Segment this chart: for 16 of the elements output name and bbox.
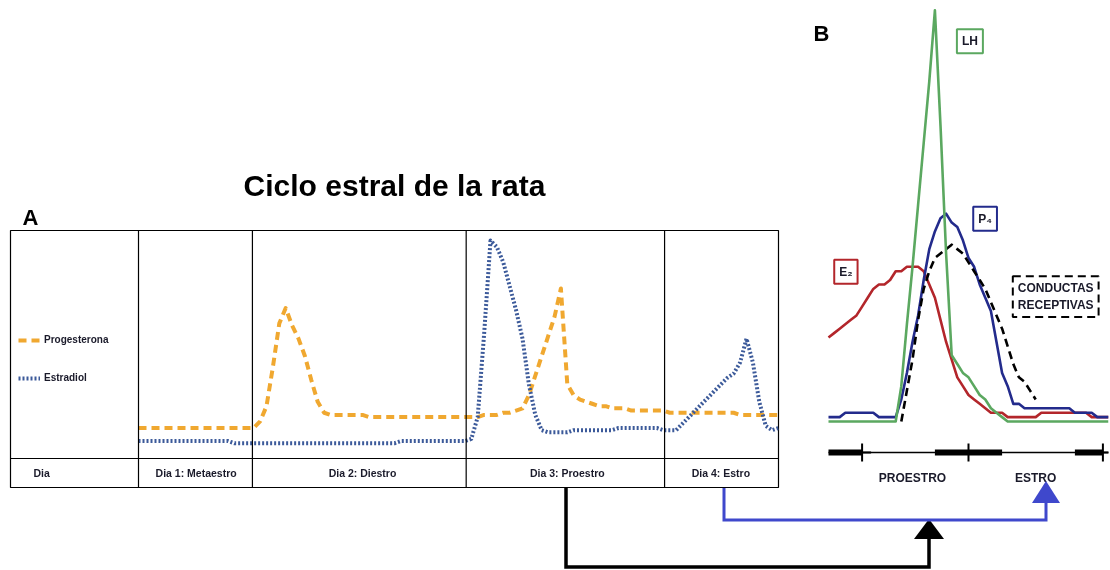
annotation: B	[813, 21, 830, 46]
x-tick-label: Dia 4: Estro	[691, 467, 751, 479]
text: A	[22, 204, 39, 230]
text: LH	[961, 34, 978, 49]
x-axis-title: Dia	[33, 467, 50, 479]
legend-label: Progesterona	[44, 334, 109, 345]
series-label: P₄	[978, 211, 993, 226]
x-tick-label: PROESTRO	[878, 470, 947, 485]
legend-label: Estradiol	[44, 372, 87, 383]
x-tick-label: ESTRO	[1015, 470, 1057, 485]
chart-title: Ciclo estral de la rata	[243, 168, 546, 202]
x-tick-label: Dia 3: Proestro	[529, 467, 605, 479]
series-label: E₂	[839, 264, 853, 279]
x-tick-label: Dia 2: Diestro	[328, 467, 397, 479]
series-label: CONDUCTAS RECEPTIVAS	[1017, 281, 1094, 313]
x-tick-label: Dia 1: Metaestro	[155, 467, 237, 479]
